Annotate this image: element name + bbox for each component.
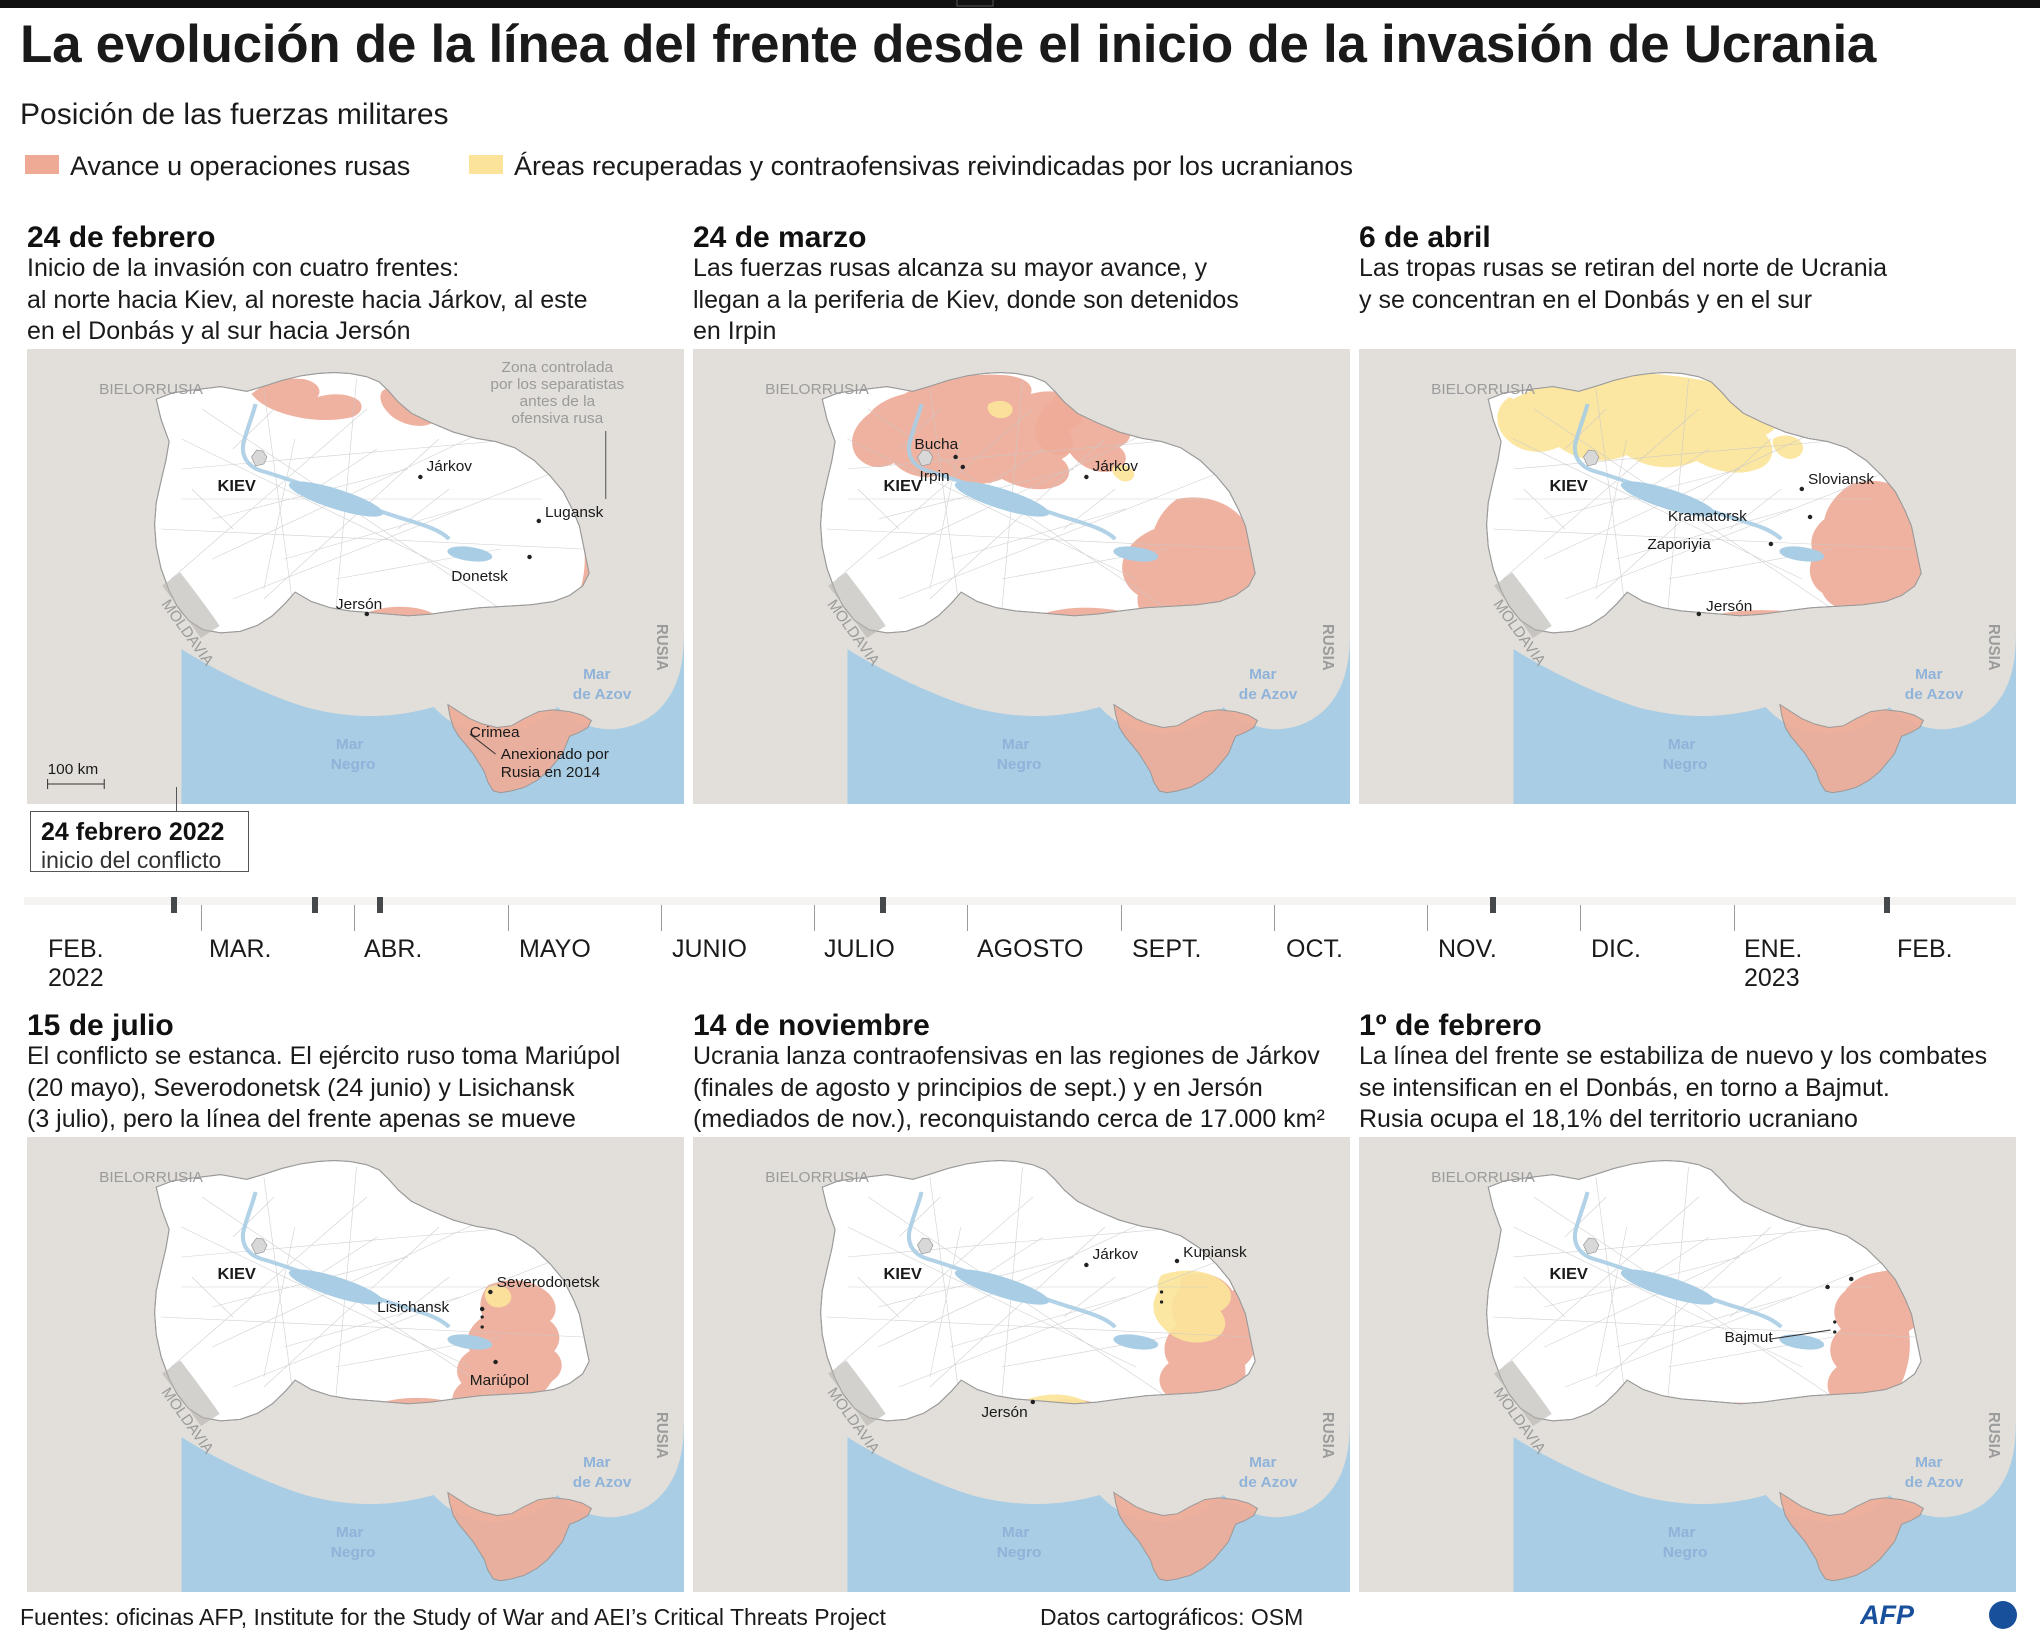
svg-text:Mar: Mar — [1668, 736, 1696, 753]
svg-text:por los separatistas: por los separatistas — [490, 376, 624, 393]
svg-text:AFP: AFP — [1860, 1600, 1915, 1630]
svg-text:Lugansk: Lugansk — [545, 504, 604, 521]
svg-text:Járkov: Járkov — [1093, 458, 1139, 475]
svg-text:Donetsk: Donetsk — [451, 568, 508, 585]
svg-text:de Azov: de Azov — [1905, 686, 1964, 703]
svg-text:Kramatorsk: Kramatorsk — [1668, 508, 1747, 525]
svg-text:de Azov: de Azov — [1905, 1474, 1964, 1491]
svg-text:RUSIA: RUSIA — [1985, 624, 2002, 671]
svg-text:Zona controlada: Zona controlada — [502, 359, 614, 376]
svg-text:Mar: Mar — [1915, 666, 1943, 683]
svg-text:Mar: Mar — [583, 666, 611, 683]
svg-text:BIELORRUSIA: BIELORRUSIA — [99, 1169, 204, 1186]
svg-text:Bucha: Bucha — [914, 436, 958, 453]
svg-text:Mar: Mar — [1668, 1524, 1696, 1541]
svg-text:Negro: Negro — [331, 756, 376, 773]
svg-text:Sloviansk: Sloviansk — [1808, 471, 1874, 488]
svg-text:BIELORRUSIA: BIELORRUSIA — [1431, 1169, 1536, 1186]
svg-text:BIELORRUSIA: BIELORRUSIA — [765, 1169, 870, 1186]
svg-text:KIEV: KIEV — [1550, 477, 1589, 495]
svg-text:Mar: Mar — [1249, 1454, 1277, 1471]
svg-text:de Azov: de Azov — [1239, 1474, 1298, 1491]
svg-text:Járkov: Járkov — [427, 458, 473, 475]
svg-text:RUSIA: RUSIA — [653, 1412, 670, 1459]
svg-text:Mar: Mar — [336, 1524, 364, 1541]
svg-text:Kupiansk: Kupiansk — [1183, 1244, 1247, 1261]
svg-text:Negro: Negro — [997, 756, 1042, 773]
svg-text:de Azov: de Azov — [573, 1474, 632, 1491]
svg-text:Jersón: Jersón — [336, 596, 382, 613]
svg-text:Rusia en 2014: Rusia en 2014 — [501, 764, 601, 781]
svg-text:Severodonetsk: Severodonetsk — [497, 1274, 600, 1291]
svg-text:KIEV: KIEV — [884, 1265, 923, 1283]
svg-text:antes de la: antes de la — [520, 393, 596, 410]
svg-text:100 km: 100 km — [48, 761, 99, 778]
svg-text:RUSIA: RUSIA — [1319, 624, 1336, 671]
svg-text:Lisichansk: Lisichansk — [377, 1299, 449, 1316]
svg-text:KIEV: KIEV — [884, 477, 923, 495]
svg-text:Mar: Mar — [1002, 1524, 1030, 1541]
svg-text:RUSIA: RUSIA — [1985, 1412, 2002, 1459]
svg-text:RUSIA: RUSIA — [653, 624, 670, 671]
svg-text:Mariúpol: Mariúpol — [470, 1372, 529, 1389]
svg-text:Negro: Negro — [1663, 1544, 1708, 1561]
svg-text:Negro: Negro — [331, 1544, 376, 1561]
svg-text:KIEV: KIEV — [218, 477, 257, 495]
svg-text:RUSIA: RUSIA — [1319, 1412, 1336, 1459]
svg-text:Bajmut: Bajmut — [1725, 1329, 1774, 1346]
svg-text:BIELORRUSIA: BIELORRUSIA — [99, 381, 204, 398]
svg-text:Negro: Negro — [997, 1544, 1042, 1561]
svg-text:Járkov: Járkov — [1093, 1246, 1139, 1263]
svg-text:Zaporiyia: Zaporiyia — [1647, 536, 1711, 553]
svg-text:Mar: Mar — [583, 1454, 611, 1471]
svg-text:BIELORRUSIA: BIELORRUSIA — [765, 381, 870, 398]
svg-text:de Azov: de Azov — [1239, 686, 1298, 703]
svg-text:Mar: Mar — [1249, 666, 1277, 683]
svg-text:KIEV: KIEV — [218, 1265, 257, 1283]
svg-text:Anexionado por: Anexionado por — [501, 746, 609, 763]
svg-text:Mar: Mar — [1915, 1454, 1943, 1471]
svg-text:de Azov: de Azov — [573, 686, 632, 703]
svg-text:Jersón: Jersón — [981, 1404, 1027, 1421]
svg-text:Mar: Mar — [336, 736, 364, 753]
svg-text:Mar: Mar — [1002, 736, 1030, 753]
svg-text:Jersón: Jersón — [1706, 598, 1752, 615]
svg-text:BIELORRUSIA: BIELORRUSIA — [1431, 381, 1536, 398]
svg-text:ofensiva rusa: ofensiva rusa — [511, 410, 603, 427]
svg-text:Negro: Negro — [1663, 756, 1708, 773]
svg-text:Crimea: Crimea — [470, 724, 520, 741]
svg-text:KIEV: KIEV — [1550, 1265, 1589, 1283]
svg-text:Irpin: Irpin — [920, 468, 950, 485]
